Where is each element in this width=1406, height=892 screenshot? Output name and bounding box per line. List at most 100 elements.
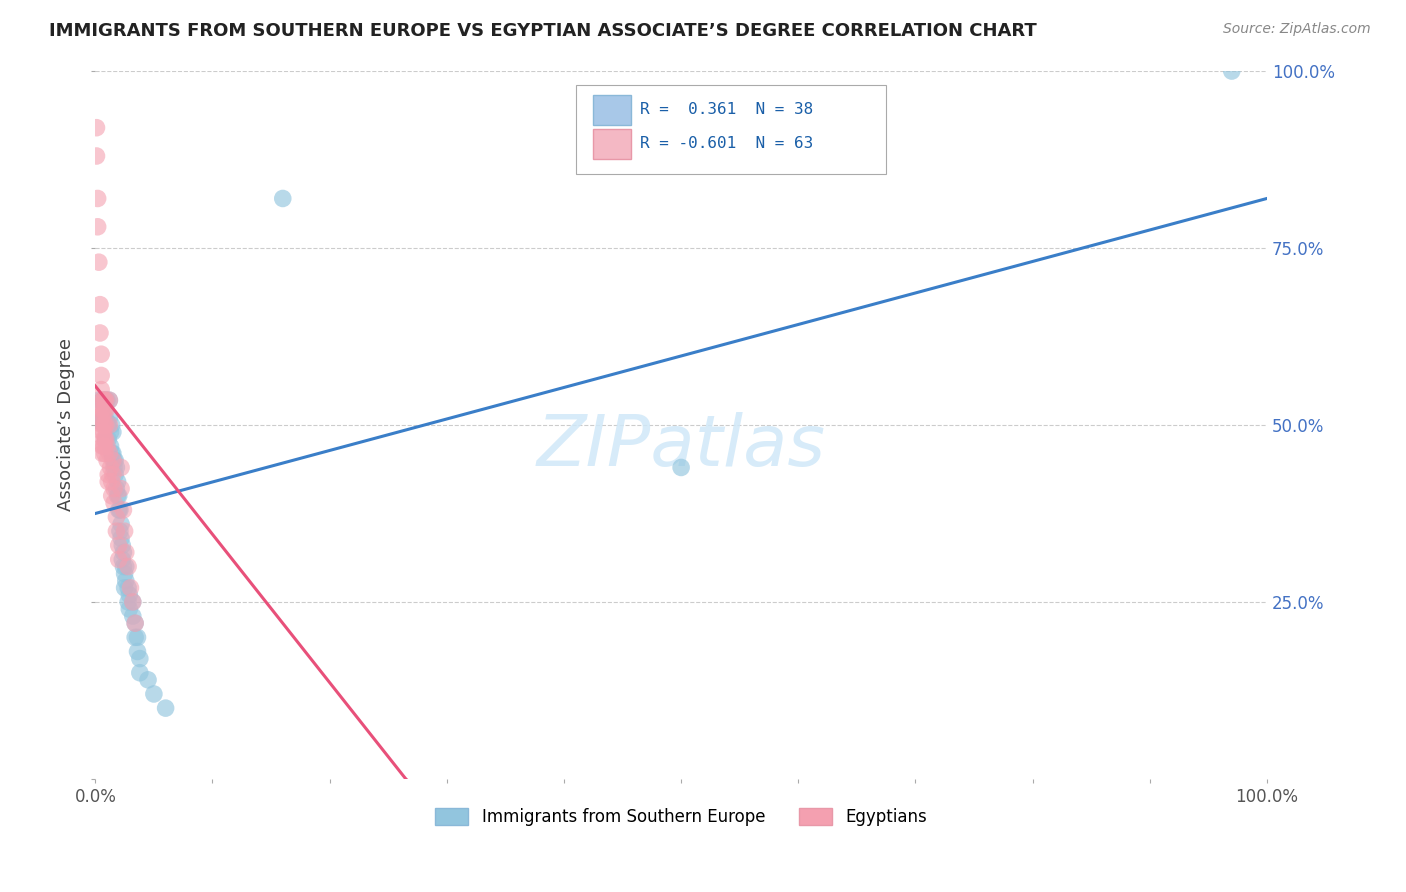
Point [93, 432, 115, 446]
Point [107, 475, 129, 489]
Point [100, 489, 122, 503]
Point [91, 425, 114, 439]
Point [87, 393, 110, 408]
Point [111, 552, 134, 566]
Point [114, 581, 136, 595]
Point [97, 475, 120, 489]
Point [104, 467, 127, 482]
Point [90, 404, 112, 418]
Point [93, 411, 115, 425]
FancyBboxPatch shape [593, 129, 631, 159]
Text: Source: ZipAtlas.com: Source: ZipAtlas.com [1223, 22, 1371, 37]
Point [91, 417, 114, 432]
Point [94, 404, 117, 418]
Point [93, 425, 115, 439]
Point [107, 489, 129, 503]
Point [93, 417, 115, 432]
Point [107, 489, 129, 503]
Point [127, 644, 149, 658]
Point [89, 326, 111, 340]
Point [100, 475, 122, 489]
Point [90, 411, 112, 425]
Point [107, 552, 129, 566]
Point [91, 446, 114, 460]
Point [91, 439, 114, 453]
Point [100, 439, 122, 453]
Point [100, 460, 122, 475]
Point [110, 482, 132, 496]
Point [112, 545, 135, 559]
Point [93, 393, 115, 408]
Point [107, 503, 129, 517]
Point [98, 417, 121, 432]
Legend: Immigrants from Southern Europe, Egyptians: Immigrants from Southern Europe, Egyptia… [427, 799, 935, 834]
Point [103, 496, 125, 510]
Point [271, 192, 294, 206]
Point [101, 446, 124, 460]
Point [96, 414, 118, 428]
Point [86, 149, 108, 163]
Point [124, 616, 146, 631]
Point [114, 524, 136, 538]
Point [91, 393, 114, 408]
Point [155, 701, 177, 715]
Point [114, 566, 136, 581]
Point [669, 460, 692, 475]
Point [89, 414, 111, 428]
Point [98, 393, 121, 408]
Point [91, 393, 114, 408]
Point [89, 298, 111, 312]
Y-axis label: Associate’s Degree: Associate’s Degree [58, 338, 75, 511]
Point [96, 453, 118, 467]
Point [107, 538, 129, 552]
Point [105, 510, 128, 524]
Point [93, 446, 115, 460]
Point [110, 531, 132, 545]
Text: R =  0.361  N = 38: R = 0.361 N = 38 [640, 103, 813, 118]
Point [91, 414, 114, 428]
Point [100, 425, 122, 439]
Point [103, 460, 125, 475]
Point [94, 417, 117, 432]
Point [98, 411, 121, 425]
Point [93, 439, 115, 453]
Point [93, 397, 115, 411]
Point [98, 393, 121, 408]
Point [127, 631, 149, 645]
Point [94, 432, 117, 446]
Point [101, 453, 124, 467]
Point [105, 460, 128, 475]
Text: IMMIGRANTS FROM SOUTHERN EUROPE VS EGYPTIAN ASSOCIATE’S DEGREE CORRELATION CHART: IMMIGRANTS FROM SOUTHERN EUROPE VS EGYPT… [49, 22, 1038, 40]
Point [114, 545, 136, 559]
FancyBboxPatch shape [593, 95, 631, 125]
Point [121, 609, 143, 624]
Point [117, 559, 139, 574]
Point [86, 120, 108, 135]
Text: R = -0.601  N = 63: R = -0.601 N = 63 [640, 136, 813, 152]
Point [93, 417, 115, 432]
Text: ZIPatlas: ZIPatlas [537, 412, 825, 481]
Point [112, 559, 135, 574]
Point [97, 467, 120, 482]
Point [90, 347, 112, 361]
Point [124, 631, 146, 645]
Point [93, 393, 115, 408]
Point [93, 432, 115, 446]
FancyBboxPatch shape [575, 86, 886, 174]
Point [111, 538, 134, 552]
Point [124, 616, 146, 631]
Point [108, 503, 131, 517]
Point [103, 482, 125, 496]
Point [96, 393, 118, 408]
Point [112, 503, 135, 517]
Point [110, 460, 132, 475]
Point [94, 432, 117, 446]
Point [86, 192, 108, 206]
Point [93, 404, 115, 418]
Point [117, 581, 139, 595]
Point [128, 651, 150, 665]
Point [94, 393, 117, 408]
Point [105, 482, 128, 496]
Point [93, 404, 115, 418]
Point [114, 559, 136, 574]
